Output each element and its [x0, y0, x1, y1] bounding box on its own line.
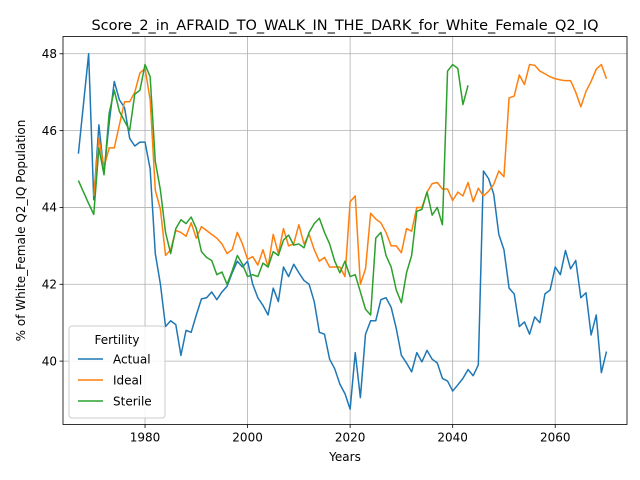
legend-label-sterile: Sterile [113, 394, 152, 408]
legend-title: Fertility [94, 333, 139, 347]
y-tick-label: 48 [42, 47, 57, 61]
x-tick-label: 2040 [437, 431, 468, 445]
y-tick-label: 42 [42, 277, 57, 291]
legend-entries: Actual Ideal Sterile [78, 352, 152, 408]
legend-label-actual: Actual [113, 352, 151, 366]
plot-frame [62, 36, 628, 425]
plot-lines [77, 53, 608, 410]
legend-label-ideal: Ideal [113, 373, 142, 387]
series-line-sterile [77, 63, 469, 316]
series-line-actual [77, 53, 608, 410]
x-axis-ticks: 1980 2000 2020 2040 2060 [130, 424, 571, 445]
chart-title: Score_2_in_AFRAID_TO_WALK_IN_THE_DARK_fo… [91, 18, 598, 34]
y-tick-label: 46 [42, 124, 57, 138]
y-axis-ticks: 40 42 44 46 48 [42, 47, 63, 368]
x-tick-label: 2000 [232, 431, 263, 445]
y-axis-label: % of White_Female Q2_IQ Population [14, 120, 28, 342]
x-axis-label: Years [328, 450, 361, 464]
x-tick-label: 1980 [130, 431, 161, 445]
x-tick-label: 2060 [540, 431, 571, 445]
grid [63, 36, 627, 425]
y-tick-label: 44 [42, 201, 57, 215]
legend: Fertility Actual Ideal Sterile [68, 325, 166, 419]
x-tick-label: 2020 [335, 431, 366, 445]
legend-box [68, 325, 166, 419]
series-line-ideal [93, 63, 608, 286]
y-tick-label: 40 [42, 354, 57, 368]
